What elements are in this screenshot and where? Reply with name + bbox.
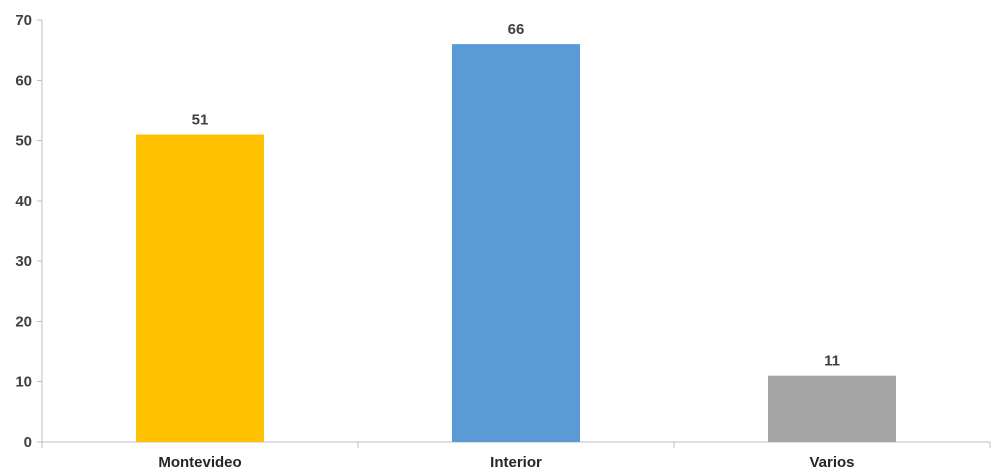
bar-interior[interactable] <box>452 44 580 442</box>
y-tick-label: 40 <box>15 193 32 210</box>
y-tick-label: 10 <box>15 374 32 391</box>
y-axis: 0 10 20 30 40 50 60 70 <box>15 12 43 451</box>
category-label-varios: Varios <box>809 454 854 470</box>
bar-montevideo[interactable] <box>136 134 264 443</box>
y-tick-label: 50 <box>15 133 32 150</box>
category-label-interior: Interior <box>490 454 542 470</box>
y-tick-label: 70 <box>15 12 32 29</box>
category-label-montevideo: Montevideo <box>158 454 241 470</box>
category-labels: Montevideo Interior Varios <box>158 454 854 470</box>
y-tick-label: 20 <box>15 313 32 330</box>
y-ticks: 0 10 20 30 40 50 60 70 <box>15 12 42 451</box>
y-tick-label: 30 <box>15 253 32 270</box>
y-tick-label: 0 <box>24 434 32 451</box>
x-axis <box>41 441 991 448</box>
bar-varios[interactable] <box>768 375 896 442</box>
data-label-varios: 11 <box>824 353 840 370</box>
data-labels: 51 66 11 <box>192 21 840 370</box>
x-ticks <box>41 442 991 448</box>
data-label-interior: 66 <box>508 21 525 38</box>
bars <box>136 44 896 443</box>
data-label-montevideo: 51 <box>192 112 209 129</box>
y-tick-label: 60 <box>15 72 32 89</box>
